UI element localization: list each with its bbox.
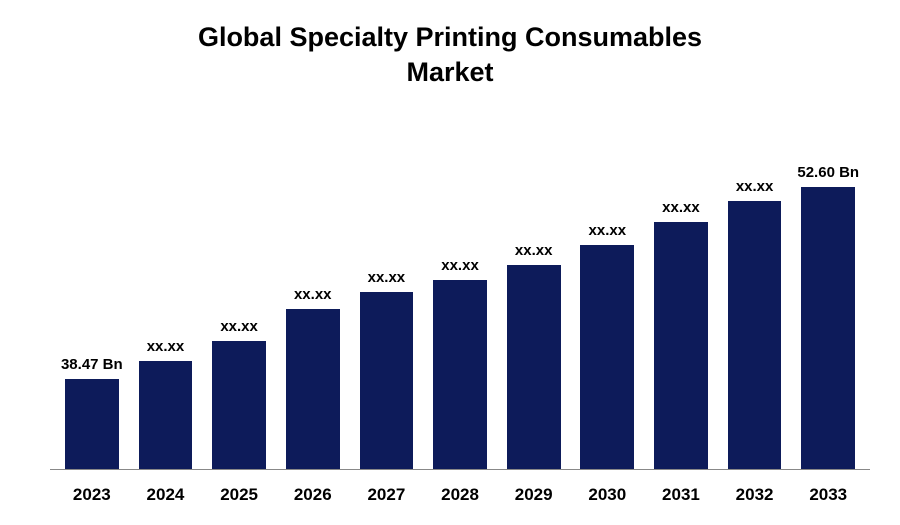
bar-group: 38.47 Bn bbox=[55, 120, 129, 469]
bar-group: xx.xx bbox=[570, 120, 644, 469]
bar-data-label: 38.47 Bn bbox=[55, 356, 129, 373]
x-axis-label: 2028 bbox=[423, 485, 497, 505]
bar bbox=[286, 309, 340, 469]
bars-container: 38.47 Bnxx.xxxx.xxxx.xxxx.xxxx.xxxx.xxxx… bbox=[50, 120, 870, 469]
x-axis-label: 2031 bbox=[644, 485, 718, 505]
bar bbox=[801, 187, 855, 469]
bar bbox=[728, 201, 782, 469]
bar-data-label: xx.xx bbox=[644, 199, 718, 216]
bar-group: xx.xx bbox=[644, 120, 718, 469]
bar-data-label: xx.xx bbox=[202, 318, 276, 335]
chart-title: Global Specialty Printing Consumables Ma… bbox=[0, 0, 900, 90]
bar-group: xx.xx bbox=[718, 120, 792, 469]
x-axis-label: 2026 bbox=[276, 485, 350, 505]
bar-group: xx.xx bbox=[423, 120, 497, 469]
bar-data-label: xx.xx bbox=[129, 338, 203, 355]
bar bbox=[360, 292, 414, 469]
bar-data-label: xx.xx bbox=[350, 269, 424, 286]
bar-group: xx.xx bbox=[276, 120, 350, 469]
x-axis-label: 2030 bbox=[570, 485, 644, 505]
chart-title-line1: Global Specialty Printing Consumables bbox=[0, 20, 900, 55]
x-axis-label: 2023 bbox=[55, 485, 129, 505]
bar-group: xx.xx bbox=[129, 120, 203, 469]
x-axis-label: 2032 bbox=[718, 485, 792, 505]
x-axis-label: 2033 bbox=[791, 485, 865, 505]
bar-group: 52.60 Bn bbox=[791, 120, 865, 469]
bar-data-label: 52.60 Bn bbox=[791, 164, 865, 181]
bar-group: xx.xx bbox=[497, 120, 571, 469]
bar bbox=[212, 341, 266, 469]
x-axis-label: 2025 bbox=[202, 485, 276, 505]
bar bbox=[654, 222, 708, 469]
bar-data-label: xx.xx bbox=[497, 242, 571, 259]
bar-data-label: xx.xx bbox=[276, 286, 350, 303]
bar bbox=[139, 361, 193, 469]
bar bbox=[65, 379, 119, 469]
bar bbox=[433, 280, 487, 469]
bar-group: xx.xx bbox=[350, 120, 424, 469]
bar bbox=[580, 245, 634, 469]
bar-data-label: xx.xx bbox=[423, 257, 497, 274]
bar bbox=[507, 265, 561, 469]
chart-title-line2: Market bbox=[0, 55, 900, 90]
x-axis-label: 2027 bbox=[350, 485, 424, 505]
x-axis-label: 2029 bbox=[497, 485, 571, 505]
x-axis: 2023202420252026202720282029203020312032… bbox=[50, 485, 870, 505]
chart-area: 38.47 Bnxx.xxxx.xxxx.xxxx.xxxx.xxxx.xxxx… bbox=[50, 120, 870, 470]
x-axis-label: 2024 bbox=[129, 485, 203, 505]
bar-data-label: xx.xx bbox=[718, 178, 792, 195]
bar-data-label: xx.xx bbox=[570, 222, 644, 239]
bar-group: xx.xx bbox=[202, 120, 276, 469]
